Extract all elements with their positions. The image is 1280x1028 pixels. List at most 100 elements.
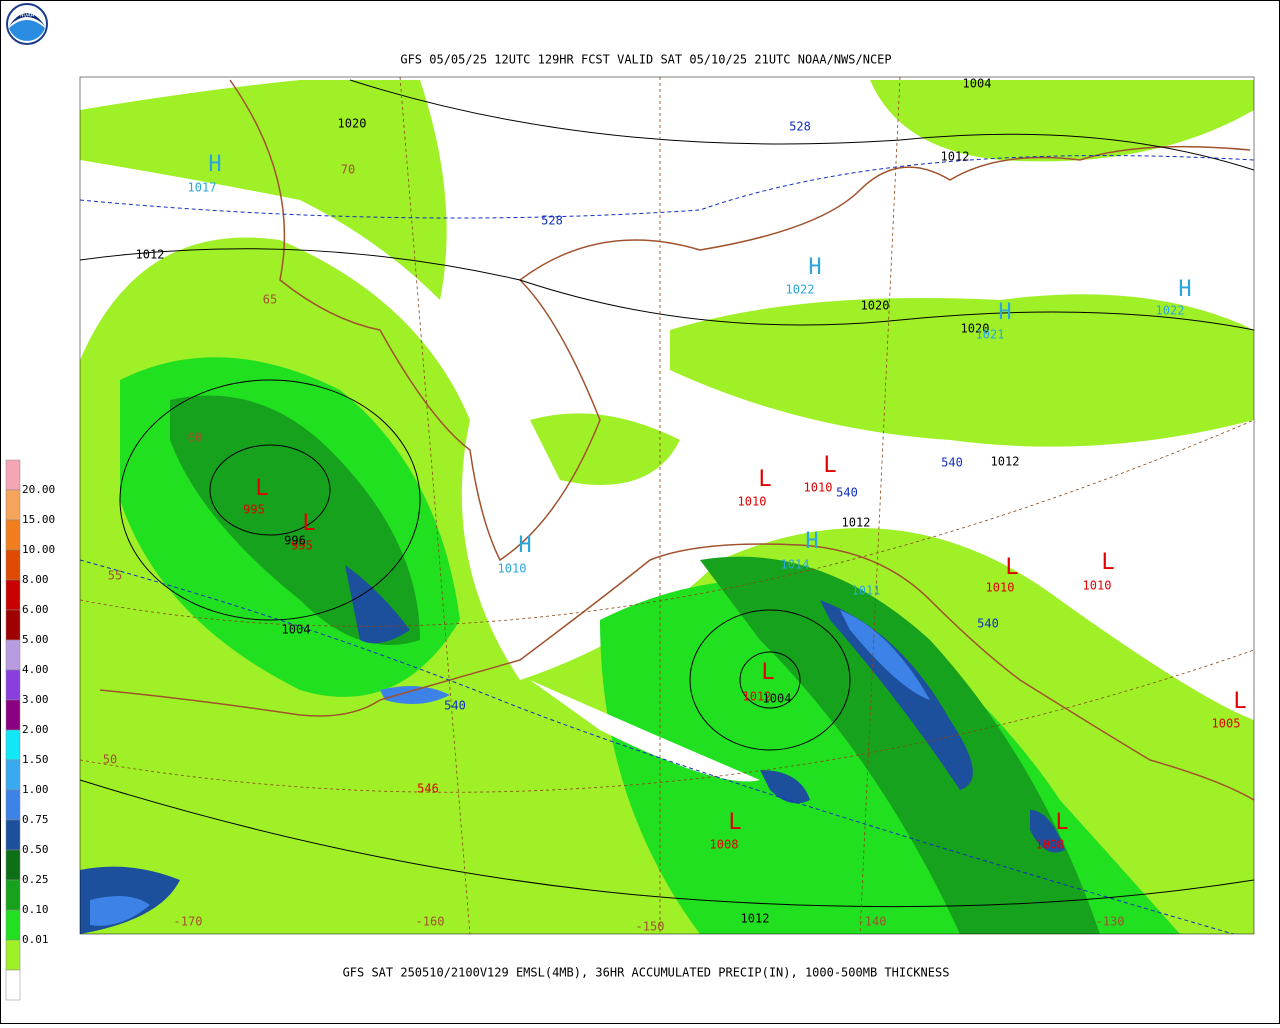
- contour-label: 1012: [842, 516, 871, 530]
- pressure-center: L: [1055, 810, 1068, 835]
- legend-label: 0.01: [22, 933, 49, 946]
- legend-label: 5.00: [22, 633, 49, 646]
- legend: 20.00 15.00 10.00 8.00 6.00 5.00 4.00 3.00 2.00 1…: [5, 459, 55, 1001]
- legend-swatch: [5, 729, 21, 761]
- contour-label: 1020: [961, 322, 990, 336]
- contour-label: 1014: [781, 558, 810, 572]
- contour-label: 1020: [861, 299, 890, 313]
- pressure-center: H: [998, 300, 1011, 325]
- pressure-center: H: [208, 152, 221, 177]
- contour-label: 65: [263, 293, 277, 307]
- legend-swatch: [5, 669, 21, 701]
- contour-label: 70: [341, 163, 355, 177]
- legend-label: 0.10: [22, 903, 49, 916]
- contour-label: 1022: [1156, 304, 1185, 318]
- contour-label: 540: [836, 486, 858, 500]
- contour-label: 50: [103, 753, 117, 767]
- isobars: [80, 79, 1254, 908]
- contour-label: 540: [977, 617, 999, 631]
- legend-swatch: [5, 849, 21, 881]
- contour-label: -130: [1096, 915, 1125, 929]
- legend-label: 20.00: [22, 483, 55, 496]
- contour-label: 1012: [136, 248, 165, 262]
- contour-label: 995: [291, 539, 313, 553]
- contour-label: -170: [174, 915, 203, 929]
- legend-swatch: [5, 819, 21, 851]
- contour-label: 1017: [188, 181, 217, 195]
- legend-label: 3.00: [22, 693, 49, 706]
- legend-label: 4.00: [22, 663, 49, 676]
- noaa-logo: NOAA: [6, 3, 48, 45]
- pressure-center: L: [1233, 689, 1246, 714]
- coastlines: [99, 79, 1254, 801]
- pressure-center: L: [1101, 550, 1114, 575]
- contour-label: 1012: [741, 912, 770, 926]
- contour-label: 1011: [852, 584, 881, 598]
- contour-label: 540: [941, 456, 963, 470]
- legend-swatch: [5, 519, 21, 551]
- map-border: [79, 76, 1255, 935]
- map-labels: 1020H101770101252852810041012H1022102010…: [103, 77, 1247, 934]
- contour-label: 1012: [743, 690, 772, 704]
- pressure-center: L: [728, 810, 741, 835]
- logo-text: NOAA: [20, 12, 35, 19]
- legend-label: 1.50: [22, 753, 49, 766]
- map-caption: GFS SAT 250510/2100V129 EMSL(4MB), 36HR …: [343, 966, 950, 980]
- contour-label: 995: [243, 503, 265, 517]
- legend-swatch: [5, 699, 21, 731]
- contour-label: 1008: [710, 838, 739, 852]
- contour-label: 1012: [941, 150, 970, 164]
- contour-label: 1010: [804, 481, 833, 495]
- contour-label: 1010: [986, 581, 1015, 595]
- pressure-center: H: [518, 533, 531, 558]
- legend-swatch: [5, 969, 21, 1001]
- contour-label: 1010: [738, 495, 767, 509]
- legend-label: 0.25: [22, 873, 49, 886]
- legend-label: 0.50: [22, 843, 49, 856]
- contour-label: 1020: [338, 117, 367, 131]
- legend-label: 8.00: [22, 573, 49, 586]
- legend-label: 2.00: [22, 723, 49, 736]
- contour-label: 546: [417, 782, 439, 796]
- pressure-center: H: [1178, 277, 1191, 302]
- contour-label: 55: [108, 569, 122, 583]
- legend-label: 1.00: [22, 783, 49, 796]
- pressure-center: L: [761, 660, 774, 685]
- contour-label: -150: [636, 920, 665, 934]
- legend-swatch: [5, 609, 21, 641]
- legend-label: 6.00: [22, 603, 49, 616]
- map-title: GFS 05/05/25 12UTC 129HR FCST VALID SAT …: [400, 53, 891, 67]
- pressure-center: L: [1005, 555, 1018, 580]
- legend-label: 0.75: [22, 813, 49, 826]
- contour-label: 1022: [786, 283, 815, 297]
- pressure-center: L: [823, 453, 836, 478]
- pressure-center: H: [808, 255, 821, 280]
- map-area: [80, 77, 1254, 934]
- thickness-lines: [80, 155, 1254, 934]
- legend-swatch: [5, 879, 21, 911]
- legend-label: 10.00: [22, 543, 55, 556]
- pressure-center: L: [255, 476, 268, 501]
- graticule: [80, 77, 1254, 934]
- contour-label: 1004: [963, 77, 992, 91]
- contour-label: 1012: [991, 455, 1020, 469]
- legend-swatch: [5, 489, 21, 521]
- pressure-center: L: [758, 467, 771, 492]
- contour-label: -140: [858, 915, 887, 929]
- contour-label: 528: [789, 120, 811, 134]
- pressure-center: H: [805, 529, 818, 554]
- contour-label: 1005: [1212, 717, 1241, 731]
- pressure-center: L: [302, 511, 315, 536]
- precip-areas: [80, 80, 1254, 934]
- legend-swatch: [5, 459, 21, 491]
- legend-label: 15.00: [22, 513, 55, 526]
- contour-label: 1004: [282, 623, 311, 637]
- legend-swatch: [5, 549, 21, 581]
- contour-label: 540: [444, 699, 466, 713]
- legend-swatch: [5, 759, 21, 791]
- legend-swatch: [5, 579, 21, 611]
- contour-label: 996: [284, 534, 306, 548]
- contour-label: 60: [188, 431, 202, 445]
- legend-swatch: [5, 909, 21, 941]
